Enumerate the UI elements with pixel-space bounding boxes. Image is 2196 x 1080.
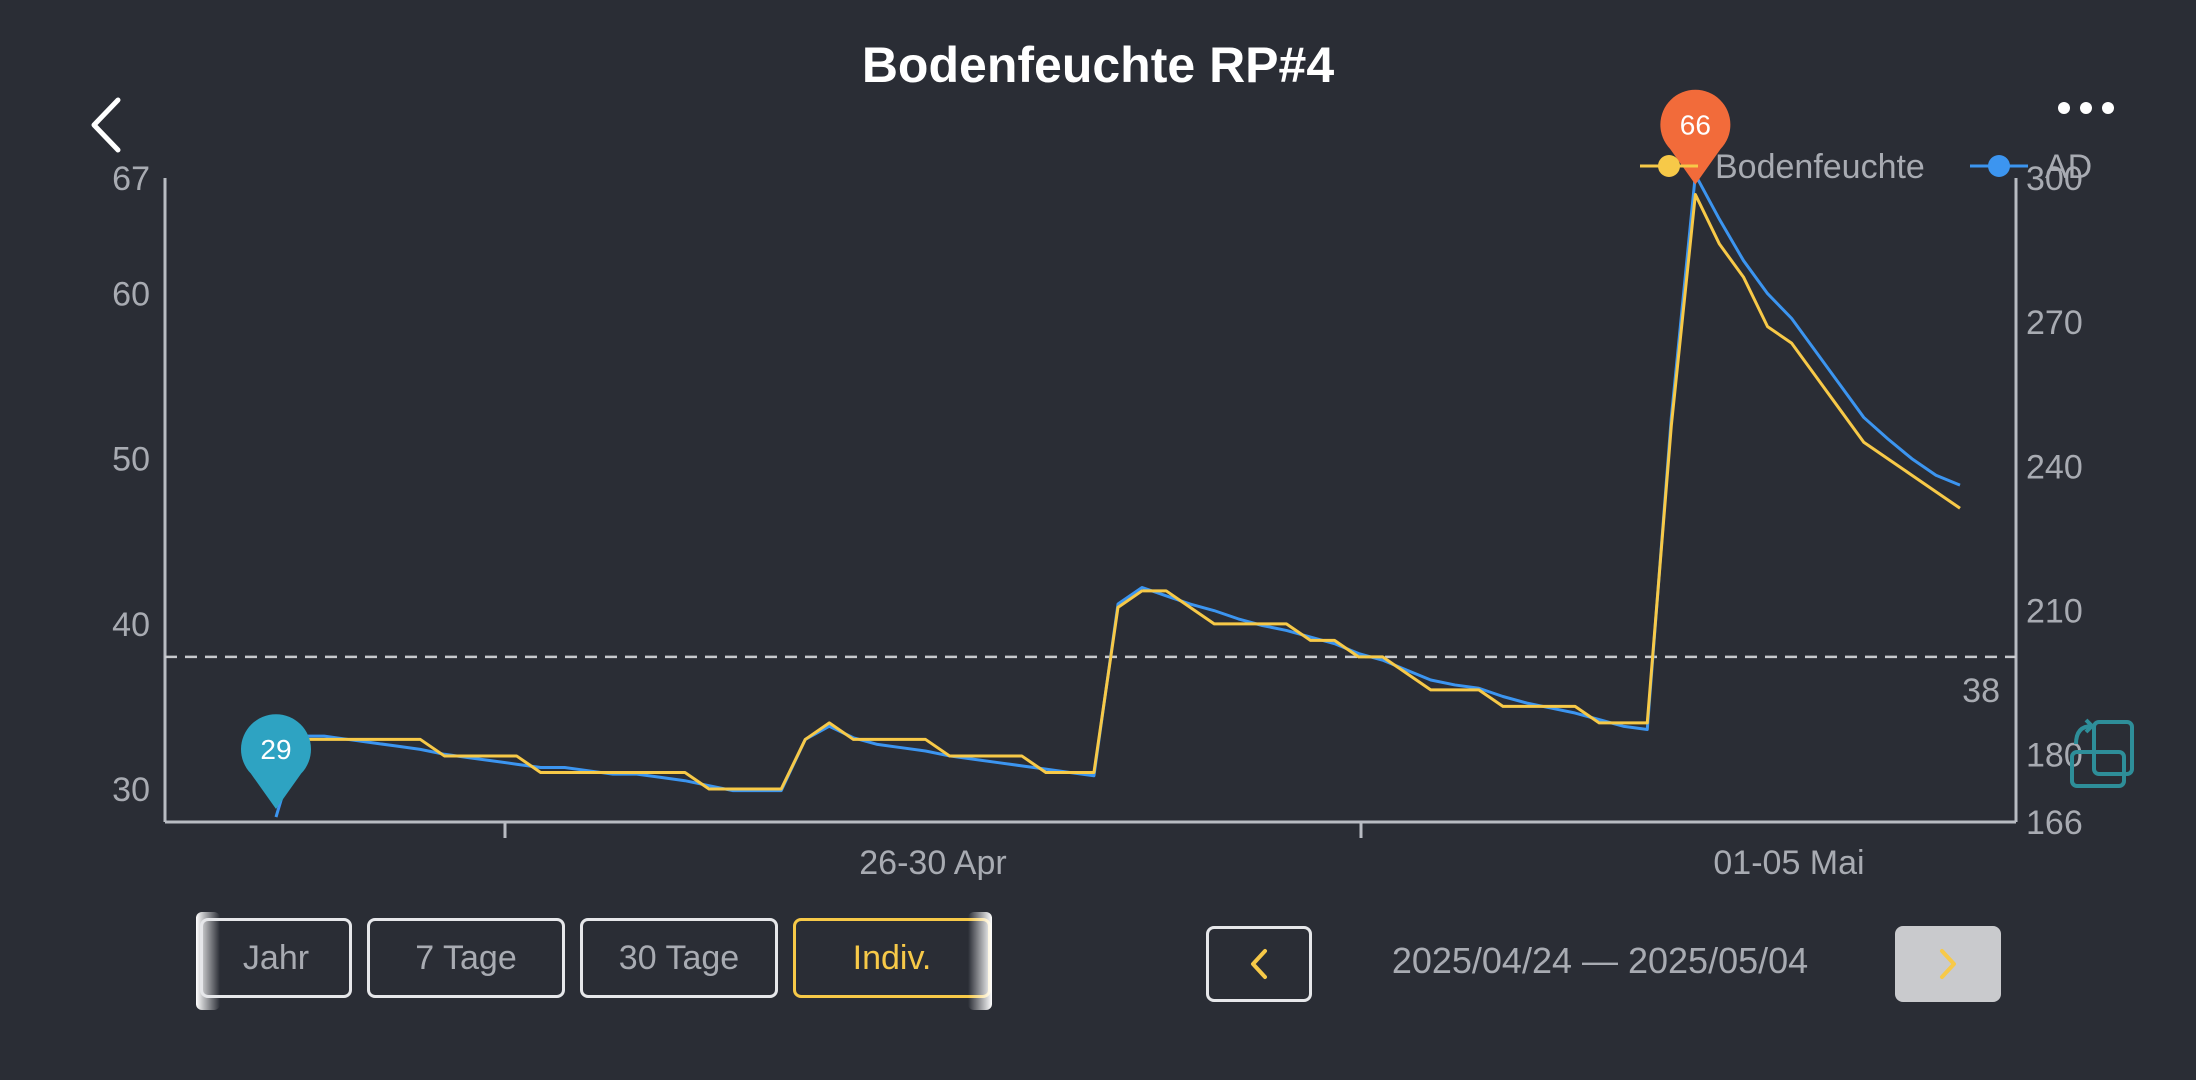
y-left-tick-label: 50 [112, 441, 150, 479]
legend-bodenfeuchte: Bodenfeuchte [1640, 148, 1925, 186]
range-custom-button[interactable]: Indiv. [793, 918, 991, 998]
more-options-button[interactable] [2056, 90, 2116, 126]
range-year-button[interactable]: Jahr [200, 918, 352, 998]
previous-period-button[interactable] [1206, 926, 1312, 1002]
y-left-tick-label: 67 [112, 160, 150, 198]
series-line-ad [274, 173, 1961, 818]
legend-ad: AD [1970, 148, 2092, 186]
min-marker: 29 [241, 714, 312, 810]
date-range-label: 2025/04/24 — 2025/05/04 [1391, 940, 1809, 981]
legend-dot [1658, 155, 1680, 177]
max-marker: 66 [1660, 89, 1731, 185]
next-period-button[interactable] [1895, 926, 2001, 1002]
chevron-left-icon [91, 97, 121, 153]
y-right-tick-label: 300 [2026, 160, 2083, 198]
legend-label: Bodenfeuchte [1715, 148, 1925, 186]
ellipsis-horizontal-icon [2058, 102, 2114, 114]
y-right-tick-label: 270 [2026, 304, 2083, 342]
range-30-days-button[interactable]: 30 Tage [580, 918, 778, 998]
legend-dot [1988, 155, 2010, 177]
page-title: Bodenfeuchte RP#4 [861, 37, 1335, 93]
screen-rotate-icon[interactable] [2066, 718, 2138, 790]
y-left-tick-label: 60 [112, 276, 150, 314]
y-right-tick-label: 240 [2026, 448, 2083, 486]
y-left-tick-label: 40 [112, 606, 150, 644]
marker-pin [1660, 89, 1731, 185]
scroll-fade-right [968, 912, 992, 1010]
y-right-tick-label: 210 [2026, 593, 2083, 631]
y-left-tick-label: 30 [112, 771, 150, 809]
series-line-bodenfeuchte [274, 193, 1961, 803]
reference-line-label: 38 [1962, 672, 2000, 710]
marker-pin [241, 714, 312, 810]
chevron-left-icon [1251, 949, 1267, 979]
legend-label: AD [2045, 148, 2092, 186]
x-tick-label: 01-05 Mai [1713, 844, 1864, 880]
back-button[interactable] [82, 90, 142, 160]
x-tick-label: 26-30 Apr [859, 844, 1006, 880]
marker-label: 66 [1680, 110, 1711, 141]
chevron-right-icon [1940, 949, 1956, 979]
range-7-days-button[interactable]: 7 Tage [367, 918, 565, 998]
y-right-tick-label: 166 [2026, 804, 2083, 842]
marker-label: 29 [260, 734, 291, 765]
